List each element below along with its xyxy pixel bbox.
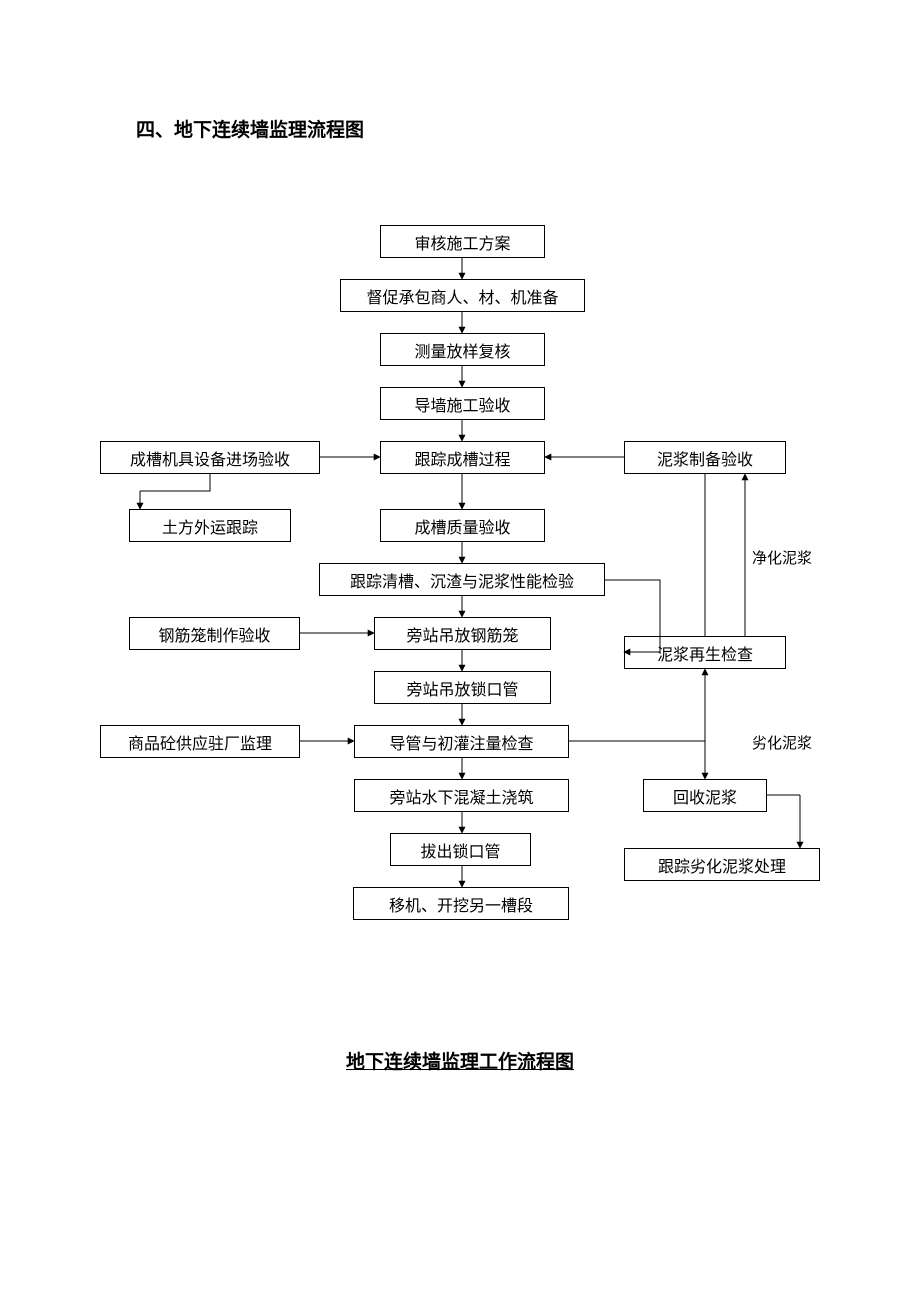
node-n3: 测量放样复核 bbox=[380, 333, 545, 366]
node-n5: 跟踪成槽过程 bbox=[380, 441, 545, 474]
node-n10: 导管与初灌注量检查 bbox=[354, 725, 569, 758]
node-nl4: 商品砼供应驻厂监理 bbox=[100, 725, 300, 758]
node-nl1: 成槽机具设备进场验收 bbox=[100, 441, 320, 474]
node-nr3: 回收泥浆 bbox=[643, 779, 767, 812]
node-n4: 导墙施工验收 bbox=[380, 387, 545, 420]
node-nr2: 泥浆再生检查 bbox=[624, 636, 786, 669]
node-n12: 拔出锁口管 bbox=[390, 833, 531, 866]
node-nr1: 泥浆制备验收 bbox=[624, 441, 786, 474]
node-nr4: 跟踪劣化泥浆处理 bbox=[624, 848, 820, 881]
node-n9: 旁站吊放锁口管 bbox=[374, 671, 551, 704]
figure-caption: 地下连续墙监理工作流程图 bbox=[310, 1047, 610, 1074]
flowchart: 审核施工方案 督促承包商人、材、机准备 测量放样复核 导墙施工验收 跟踪成槽过程… bbox=[0, 0, 920, 1000]
node-n6: 成槽质量验收 bbox=[380, 509, 545, 542]
node-n7: 跟踪清槽、沉渣与泥浆性能检验 bbox=[319, 563, 605, 596]
node-n1: 审核施工方案 bbox=[380, 225, 545, 258]
node-n11: 旁站水下混凝土浇筑 bbox=[354, 779, 569, 812]
edge-label-purify: 净化泥浆 bbox=[752, 547, 812, 568]
node-nl3: 钢筋笼制作验收 bbox=[129, 617, 300, 650]
node-n2: 督促承包商人、材、机准备 bbox=[340, 279, 585, 312]
node-n13: 移机、开挖另一槽段 bbox=[353, 887, 569, 920]
node-n8: 旁站吊放钢筋笼 bbox=[374, 617, 551, 650]
node-nl2: 土方外运跟踪 bbox=[129, 509, 291, 542]
edge-label-degrade: 劣化泥浆 bbox=[752, 732, 812, 753]
